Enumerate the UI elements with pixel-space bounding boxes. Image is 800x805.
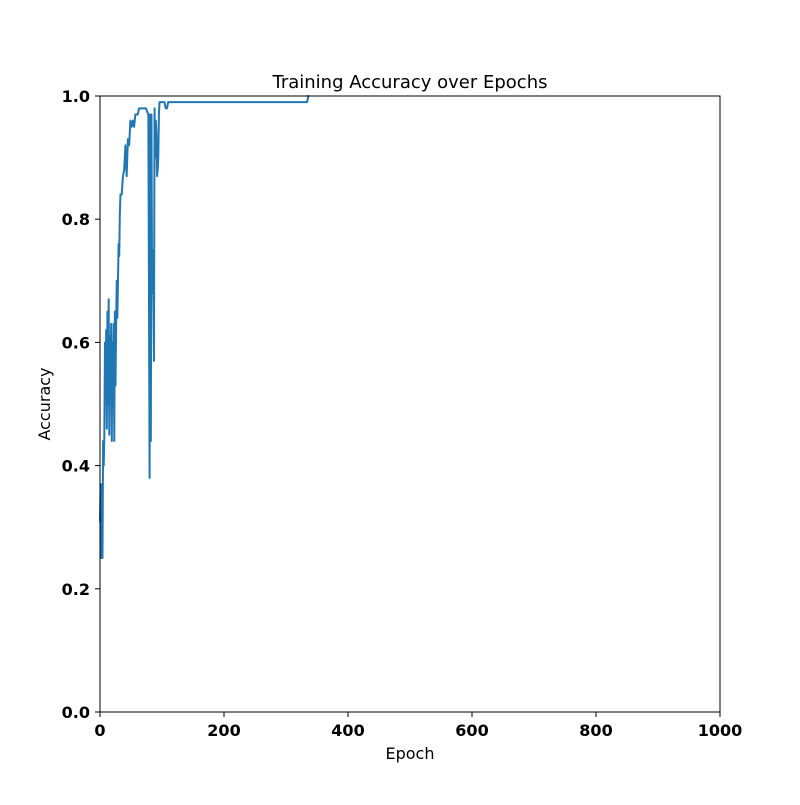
x-tick-label: 800 [579, 721, 612, 740]
x-tick-label: 0 [94, 721, 105, 740]
chart-title: Training Accuracy over Epochs [271, 72, 547, 93]
x-axis-label: Epoch [386, 744, 435, 763]
y-tick-label: 0.8 [62, 210, 90, 229]
y-tick-label: 1.0 [62, 87, 90, 106]
y-tick-label: 0.2 [62, 580, 90, 599]
y-axis-label: Accuracy [35, 367, 54, 440]
x-tick-label: 400 [331, 721, 364, 740]
x-tick-label: 200 [207, 721, 240, 740]
y-tick-label: 0.4 [62, 457, 90, 476]
plot-area: 0 200 400 600 800 1000 0.0 0.2 0.4 0.6 0.8 1.0 [62, 87, 743, 740]
y-tick-label: 0.0 [62, 703, 90, 722]
x-tick-label: 1000 [698, 721, 743, 740]
axes-frame [99, 95, 721, 713]
y-tick-label: 0.6 [62, 333, 90, 352]
x-tick-label: 600 [455, 721, 488, 740]
series-line-0 [98, 94, 310, 559]
